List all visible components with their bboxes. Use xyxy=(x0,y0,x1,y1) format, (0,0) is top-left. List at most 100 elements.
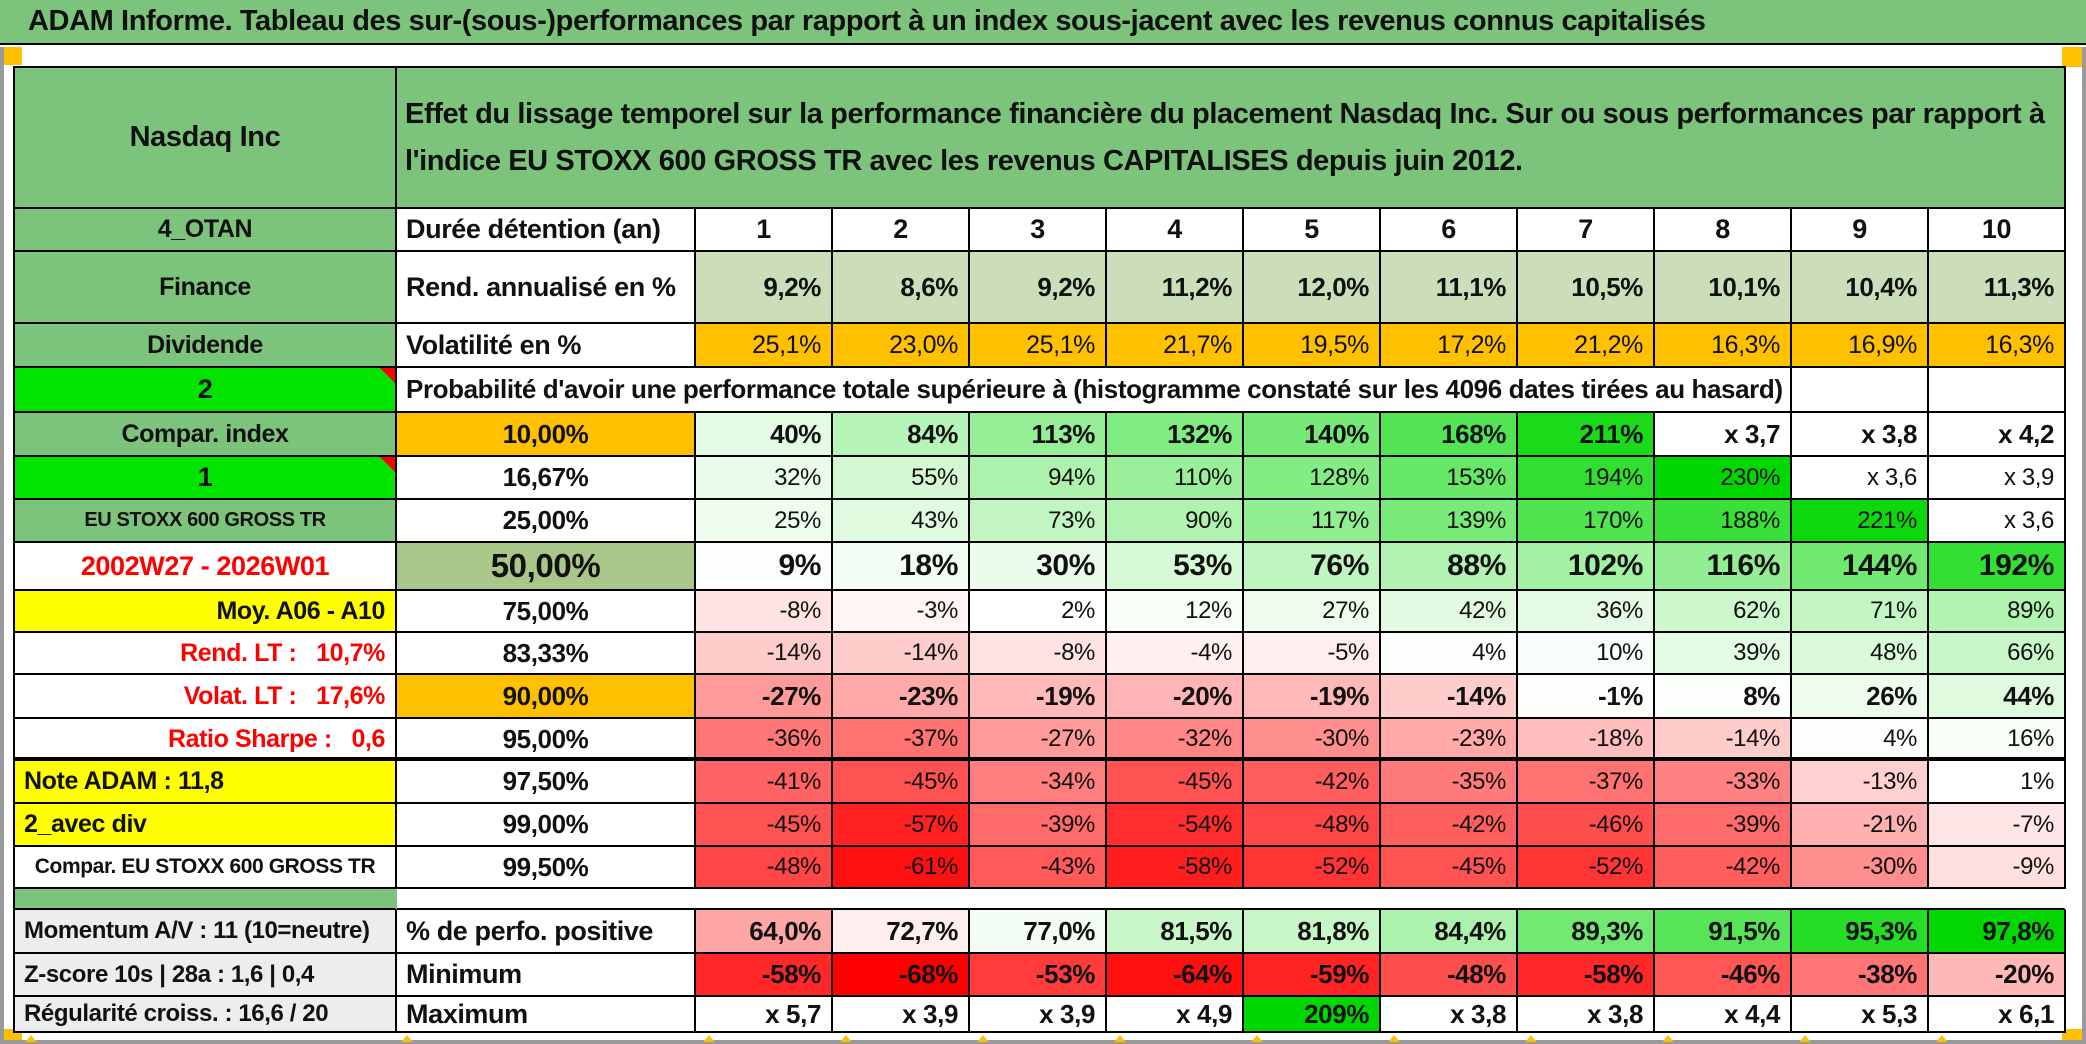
cell-volatilite-y7[interactable]: 21,2% xyxy=(1518,324,1655,368)
cell-p995-y4[interactable]: -58% xyxy=(1107,847,1244,889)
cell-minimum-y8[interactable]: -46% xyxy=(1655,954,1792,997)
metric-cell-p995[interactable]: 99,50% xyxy=(397,847,696,889)
metric-cell-p50[interactable]: 50,00% xyxy=(397,543,696,591)
cell-minimum-y2[interactable]: -68% xyxy=(833,954,970,997)
cell-p975-y10[interactable]: 1% xyxy=(1929,761,2066,804)
cell-perfpos-y4[interactable]: 81,5% xyxy=(1107,910,1244,954)
cell-p16-y10[interactable]: x 3,9 xyxy=(1929,457,2066,500)
cell-minimum-y9[interactable]: -38% xyxy=(1792,954,1929,997)
cell-p995-y9[interactable]: -30% xyxy=(1792,847,1929,889)
cell-p975-y1[interactable]: -41% xyxy=(696,761,833,804)
cell-p10-y3[interactable]: 113% xyxy=(970,413,1107,457)
cell-p10-y7[interactable]: 211% xyxy=(1518,413,1655,457)
cell-maximum-y5[interactable]: 209% xyxy=(1244,997,1381,1033)
cell-p90-y3[interactable]: -19% xyxy=(970,675,1107,719)
cell-volatilite-y1[interactable]: 25,1% xyxy=(696,324,833,368)
metric-cell-p10[interactable]: 10,00% xyxy=(397,413,696,457)
cell-p83-y10[interactable]: 66% xyxy=(1929,633,2066,675)
cell-p99-y7[interactable]: -46% xyxy=(1518,804,1655,847)
row-label-perfpos[interactable]: Momentum A/V : 11 (10=neutre) xyxy=(15,910,397,954)
cell-minimum-y3[interactable]: -53% xyxy=(970,954,1107,997)
cell-rendement-y2[interactable]: 8,6% xyxy=(833,252,970,324)
cell-p995-y5[interactable]: -52% xyxy=(1244,847,1381,889)
cell-p10-y8[interactable]: x 3,7 xyxy=(1655,413,1792,457)
cell-p83-y2[interactable]: -14% xyxy=(833,633,970,675)
metric-cell-p25[interactable]: 25,00% xyxy=(397,500,696,543)
cell-p90-y6[interactable]: -14% xyxy=(1381,675,1518,719)
cell-p10-y10[interactable]: x 4,2 xyxy=(1929,413,2066,457)
row-label-maximum[interactable]: Régularité croiss. : 16,6 / 20 xyxy=(15,997,397,1033)
metric-cell-p975[interactable]: 97,50% xyxy=(397,761,696,804)
cell-p995-y6[interactable]: -45% xyxy=(1381,847,1518,889)
cell-p10-y5[interactable]: 140% xyxy=(1244,413,1381,457)
metric-cell-p75[interactable]: 75,00% xyxy=(397,591,696,633)
cell-perfpos-y3[interactable]: 77,0% xyxy=(970,910,1107,954)
metric-cell-p83[interactable]: 83,33% xyxy=(397,633,696,675)
cell-p75-y7[interactable]: 36% xyxy=(1518,591,1655,633)
cell-volatilite-y9[interactable]: 16,9% xyxy=(1792,324,1929,368)
cell-p975-y2[interactable]: -45% xyxy=(833,761,970,804)
cell-p99-y5[interactable]: -48% xyxy=(1244,804,1381,847)
cell-p995-y7[interactable]: -52% xyxy=(1518,847,1655,889)
cell-duree-y4[interactable]: 4 xyxy=(1107,209,1244,252)
cell-maximum-y9[interactable]: x 5,3 xyxy=(1792,997,1929,1033)
cell-p50-y1[interactable]: 9% xyxy=(696,543,833,591)
cell-p95-y5[interactable]: -30% xyxy=(1244,719,1381,761)
cell-p99-y10[interactable]: -7% xyxy=(1929,804,2066,847)
cell-p25-y3[interactable]: 73% xyxy=(970,500,1107,543)
cell-p95-y9[interactable]: 4% xyxy=(1792,719,1929,761)
cell-p83-y8[interactable]: 39% xyxy=(1655,633,1792,675)
row-label-p83[interactable]: Rend. LT : 10,7% xyxy=(15,633,397,675)
cell-p90-y7[interactable]: -1% xyxy=(1518,675,1655,719)
row-label-volatilite[interactable]: Dividende xyxy=(15,324,397,368)
cell-maximum-y1[interactable]: x 5,7 xyxy=(696,997,833,1033)
cell-p16-y5[interactable]: 128% xyxy=(1244,457,1381,500)
cell-duree-y8[interactable]: 8 xyxy=(1655,209,1792,252)
cell-p16-y4[interactable]: 110% xyxy=(1107,457,1244,500)
cell-p83-y7[interactable]: 10% xyxy=(1518,633,1655,675)
cell-p75-y3[interactable]: 2% xyxy=(970,591,1107,633)
metric-cell-perfpos[interactable]: % de perfo. positive xyxy=(397,910,696,954)
metric-cell-p90[interactable]: 90,00% xyxy=(397,675,696,719)
cell-p10-y6[interactable]: 168% xyxy=(1381,413,1518,457)
cell-p75-y10[interactable]: 89% xyxy=(1929,591,2066,633)
cell-p90-y2[interactable]: -23% xyxy=(833,675,970,719)
cell-p75-y9[interactable]: 71% xyxy=(1792,591,1929,633)
cell-duree-y2[interactable]: 2 xyxy=(833,209,970,252)
cell-p16-y9[interactable]: x 3,6 xyxy=(1792,457,1929,500)
metric-cell-maximum[interactable]: Maximum xyxy=(397,997,696,1033)
cell-rendement-y6[interactable]: 11,1% xyxy=(1381,252,1518,324)
cell-p975-y9[interactable]: -13% xyxy=(1792,761,1929,804)
cell-p99-y4[interactable]: -54% xyxy=(1107,804,1244,847)
cell-rendement-y9[interactable]: 10,4% xyxy=(1792,252,1929,324)
cell-p10-y4[interactable]: 132% xyxy=(1107,413,1244,457)
cell-maximum-y6[interactable]: x 3,8 xyxy=(1381,997,1518,1033)
cell-rendement-y5[interactable]: 12,0% xyxy=(1244,252,1381,324)
row-label-p975[interactable]: Note ADAM : 11,8 xyxy=(15,761,397,804)
row-label-p95[interactable]: Ratio Sharpe : 0,6 xyxy=(15,719,397,761)
cell-p995-y1[interactable]: -48% xyxy=(696,847,833,889)
cell-p16-y2[interactable]: 55% xyxy=(833,457,970,500)
cell-p90-y10[interactable]: 44% xyxy=(1929,675,2066,719)
metric-cell-duree[interactable]: Durée détention (an) xyxy=(397,209,696,252)
cell-p75-y1[interactable]: -8% xyxy=(696,591,833,633)
metric-cell-rendement[interactable]: Rend. annualisé en % xyxy=(397,252,696,324)
row-label-p50[interactable]: 2002W27 - 2026W01 xyxy=(15,543,397,591)
cell-p90-y8[interactable]: 8% xyxy=(1655,675,1792,719)
row-label-p25[interactable]: EU STOXX 600 GROSS TR xyxy=(15,500,397,543)
cell-p975-y5[interactable]: -42% xyxy=(1244,761,1381,804)
cell-p90-y5[interactable]: -19% xyxy=(1244,675,1381,719)
cell-p16-y1[interactable]: 32% xyxy=(696,457,833,500)
cell-p25-y9[interactable]: 221% xyxy=(1792,500,1929,543)
cell-perfpos-y10[interactable]: 97,8% xyxy=(1929,910,2066,954)
cell-volatilite-y6[interactable]: 17,2% xyxy=(1381,324,1518,368)
row-label-duree[interactable]: 4_OTAN xyxy=(15,209,397,252)
cell-p995-y2[interactable]: -61% xyxy=(833,847,970,889)
cell-maximum-y4[interactable]: x 4,9 xyxy=(1107,997,1244,1033)
cell-duree-y7[interactable]: 7 xyxy=(1518,209,1655,252)
cell-p95-y3[interactable]: -27% xyxy=(970,719,1107,761)
cell-p25-y1[interactable]: 25% xyxy=(696,500,833,543)
cell-maximum-y3[interactable]: x 3,9 xyxy=(970,997,1107,1033)
cell-duree-y1[interactable]: 1 xyxy=(696,209,833,252)
cell-p95-y8[interactable]: -14% xyxy=(1655,719,1792,761)
